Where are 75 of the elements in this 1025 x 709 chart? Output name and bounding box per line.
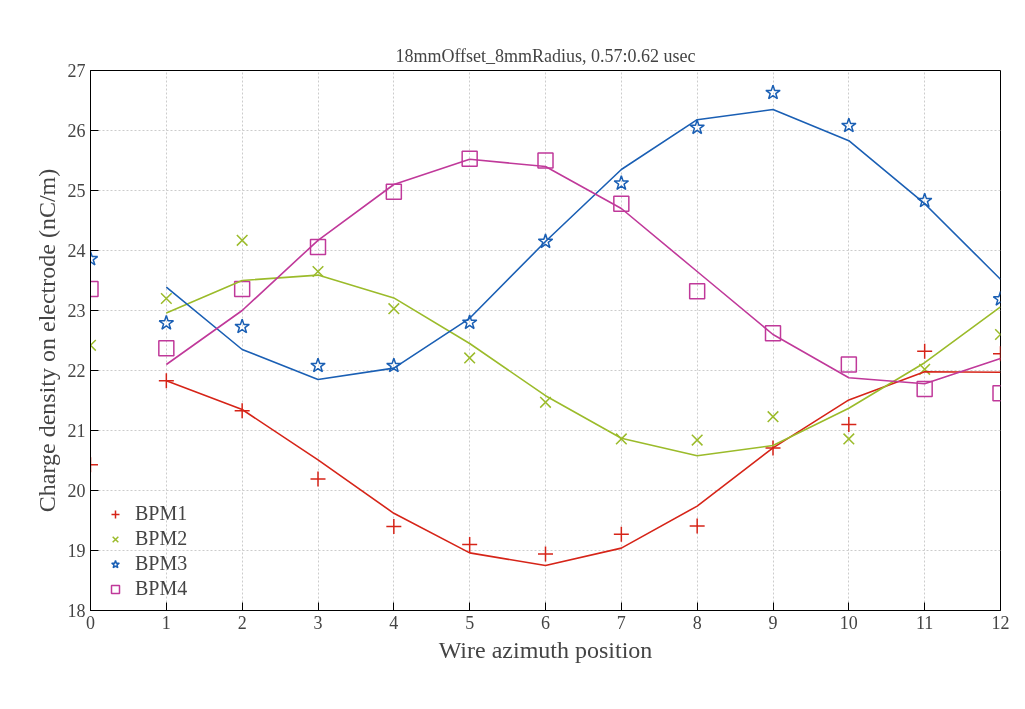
x-tick-label: 5 (465, 612, 475, 633)
x-tick-label: 8 (692, 612, 702, 633)
x-tick-label: 9 (768, 612, 778, 633)
point (236, 234, 249, 247)
point (613, 195, 630, 212)
chart-title: 18mmOffset_8mmRadius, 0.57:0.62 usec (395, 45, 696, 66)
point (537, 545, 554, 563)
y-tick-label: 18 (67, 601, 86, 621)
point (463, 351, 476, 364)
point (309, 238, 327, 256)
x-tick-label: 11 (916, 612, 934, 633)
point (537, 233, 554, 249)
point (461, 314, 478, 330)
point (613, 526, 630, 543)
x-tick-label: 10 (839, 612, 858, 633)
x-tick-label: 7 (616, 612, 626, 633)
point (233, 280, 251, 298)
point (233, 402, 251, 419)
point (385, 518, 403, 535)
point (158, 314, 175, 330)
x-tick-label: 12 (991, 612, 1010, 633)
point (765, 84, 781, 100)
y-tick-label: 27 (67, 61, 86, 81)
x-axis-title: Wire azimuth position (438, 636, 653, 663)
point (385, 183, 403, 200)
point (918, 363, 931, 376)
x-tick-label: 3 (313, 612, 323, 633)
y-tick-label: 22 (67, 361, 86, 381)
point (615, 432, 628, 445)
point (310, 357, 326, 373)
point (916, 343, 933, 360)
point (158, 340, 175, 357)
point (539, 396, 552, 409)
point (764, 325, 782, 342)
point (309, 470, 327, 488)
y-tick-label: 20 (67, 481, 86, 501)
point (688, 283, 706, 300)
y-tick-label: 19 (67, 541, 86, 561)
point (160, 292, 173, 305)
x-tick-label: 6 (541, 612, 550, 633)
line-series (165, 108, 1001, 381)
point (691, 434, 704, 447)
y-tick-label: 24 (67, 241, 86, 261)
point (537, 152, 554, 169)
legend-label: BPM1 (135, 502, 188, 525)
point (840, 416, 858, 433)
point (613, 175, 630, 191)
y-tick-label: 25 (67, 181, 86, 201)
x-tick-label: 2 (237, 612, 247, 633)
point (461, 536, 478, 553)
point (158, 372, 175, 389)
point (385, 357, 402, 373)
point (916, 380, 933, 398)
y-tick-label: 21 (67, 421, 86, 441)
point (688, 517, 706, 535)
point (840, 117, 857, 133)
y-axis-title: Charge density on electrode (nC/m) (33, 168, 60, 513)
x-tick-label: 4 (389, 612, 399, 633)
point (311, 265, 325, 278)
y-tick-label: 26 (67, 121, 86, 141)
point (842, 432, 855, 445)
y-tick-label: 23 (67, 301, 86, 321)
x-tick-label: 1 (161, 612, 171, 633)
legend-label: BPM4 (135, 577, 188, 600)
point (689, 119, 706, 135)
point (387, 302, 400, 315)
point (840, 356, 858, 373)
point (461, 150, 478, 167)
point (764, 439, 782, 457)
x-tick-label: 0 (86, 612, 95, 633)
point (234, 318, 251, 334)
point (916, 192, 933, 208)
legend-label: BPM3 (135, 552, 188, 575)
point (766, 410, 780, 423)
legend-label: BPM2 (135, 527, 188, 550)
